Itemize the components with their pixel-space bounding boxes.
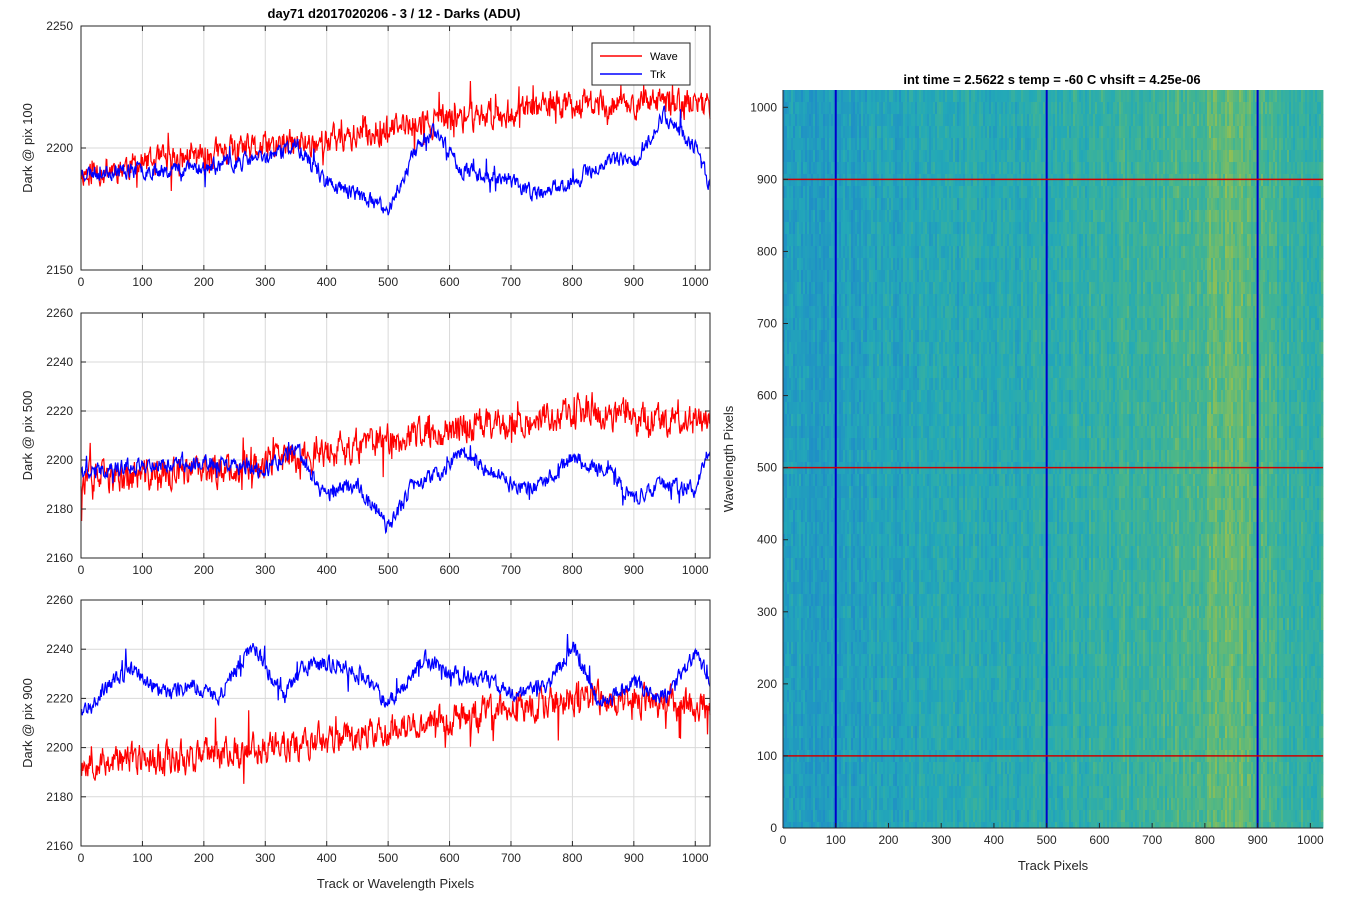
heatmap-title: int time = 2.5622 s temp = -60 C vhsift … — [903, 72, 1200, 87]
y-tick-label: 2200 — [46, 741, 73, 755]
heatmap-cells — [783, 90, 1324, 829]
y-tick-label: 600 — [757, 389, 777, 403]
x-tick-label: 500 — [378, 563, 398, 577]
plot-dark-pix-900: 0 100 200 300 400 500 600 700 800 900 1000 2160 2180… — [20, 593, 711, 891]
series-line-trk — [80, 633, 711, 716]
x-tick-label: 600 — [440, 563, 460, 577]
x-tick-label: 500 — [378, 851, 398, 865]
chart-title-top: day71 d2017020206 - 3 / 12 - Darks (ADU) — [268, 6, 521, 21]
x-tick-label: 900 — [624, 275, 644, 289]
legend-box — [591, 42, 691, 86]
y-tick-label: 500 — [757, 461, 777, 475]
heatmap-darks: 0 100 200 300 400 500 600 700 800 900 1000 0 100 200 3… — [721, 90, 1324, 873]
axes-frame — [80, 312, 711, 559]
y-axis-label: Dark @ pix 500 — [20, 391, 35, 481]
series-line-wave — [80, 678, 711, 784]
y-tick-label: 2160 — [46, 839, 73, 853]
x-tick-label: 400 — [984, 833, 1004, 847]
plot-area — [81, 313, 710, 558]
series-line-wave — [80, 392, 711, 522]
y-tick-label: 2260 — [46, 306, 73, 320]
x-tick-label: 400 — [317, 563, 337, 577]
y-tick-label: 2150 — [46, 263, 73, 277]
legend-entry-wave: Wave — [650, 51, 678, 63]
x-tick-label: 900 — [624, 563, 644, 577]
x-tick-label: 300 — [255, 275, 275, 289]
x-tick-label: 0 — [78, 563, 85, 577]
x-tick-label: 400 — [317, 275, 337, 289]
plot-dark-pix-100: 0 100 200 300 400 500 600 700 800 900 1000 2150 2200… — [20, 19, 711, 289]
y-tick-label: 2160 — [46, 551, 73, 565]
y-tick-label: 2200 — [46, 453, 73, 467]
x-tick-label: 600 — [1089, 833, 1109, 847]
y-tick-label: 2250 — [46, 19, 73, 33]
x-tick-label: 800 — [562, 851, 582, 865]
x-tick-label: 0 — [78, 851, 85, 865]
x-tick-label: 800 — [562, 563, 582, 577]
x-tick-label: 1000 — [1297, 833, 1324, 847]
x-tick-label: 900 — [624, 851, 644, 865]
x-tick-label: 500 — [1037, 833, 1057, 847]
x-tick-label: 1000 — [682, 851, 709, 865]
x-tick-label: 900 — [1248, 833, 1268, 847]
x-tick-label: 1000 — [682, 275, 709, 289]
y-axis-label: Dark @ pix 900 — [20, 678, 35, 768]
y-tick-label: 2260 — [46, 593, 73, 607]
x-tick-label: 700 — [501, 275, 521, 289]
x-tick-label: 600 — [440, 275, 460, 289]
axes-frame — [80, 599, 711, 847]
y-tick-label: 2180 — [46, 502, 73, 516]
y-tick-label: 2220 — [46, 691, 73, 705]
y-tick-label: 2240 — [46, 355, 73, 369]
x-tick-label: 500 — [378, 275, 398, 289]
x-tick-label: 100 — [132, 851, 152, 865]
series-line-trk — [80, 105, 711, 216]
y-tick-label: 0 — [770, 821, 777, 835]
y-tick-label: 200 — [757, 677, 777, 691]
x-tick-label: 100 — [132, 563, 152, 577]
y-axis-label: Dark @ pix 100 — [20, 103, 35, 193]
y-tick-label: 2180 — [46, 790, 73, 804]
y-tick-label: 2240 — [46, 642, 73, 656]
legend: Wave Trk — [591, 42, 691, 86]
legend-entry-trk: Trk — [650, 69, 666, 81]
plot-dark-pix-500: 0 100 200 300 400 500 600 700 800 900 1000 2160 2180… — [20, 306, 711, 577]
x-tick-label: 300 — [255, 563, 275, 577]
x-tick-label: 700 — [501, 563, 521, 577]
x-tick-label: 300 — [255, 851, 275, 865]
x-tick-label: 200 — [878, 833, 898, 847]
x-tick-label: 600 — [440, 851, 460, 865]
y-tick-label: 1000 — [750, 100, 777, 114]
y-tick-label: 2200 — [46, 141, 73, 155]
x-tick-label: 100 — [132, 275, 152, 289]
x-tick-label: 100 — [826, 833, 846, 847]
x-axis-label: Track Pixels — [1018, 858, 1089, 873]
series-line-trk — [80, 441, 711, 535]
x-tick-label: 200 — [194, 275, 214, 289]
y-tick-label: 2220 — [46, 404, 73, 418]
series-line-wave — [81, 80, 711, 192]
x-tick-label: 400 — [317, 851, 337, 865]
y-tick-label: 800 — [757, 244, 777, 258]
x-tick-label: 0 — [780, 833, 787, 847]
x-tick-label: 300 — [931, 833, 951, 847]
y-tick-label: 100 — [757, 749, 777, 763]
x-tick-label: 1000 — [682, 563, 709, 577]
y-tick-label: 300 — [757, 605, 777, 619]
y-tick-label: 400 — [757, 533, 777, 547]
x-axis-label: Track or Wavelength Pixels — [317, 876, 475, 891]
x-tick-label: 800 — [1195, 833, 1215, 847]
y-tick-label: 700 — [757, 317, 777, 331]
x-tick-label: 0 — [78, 275, 85, 289]
x-tick-label: 800 — [562, 275, 582, 289]
x-tick-label: 700 — [1142, 833, 1162, 847]
x-tick-label: 700 — [501, 851, 521, 865]
x-tick-label: 200 — [194, 851, 214, 865]
x-tick-label: 200 — [194, 563, 214, 577]
y-tick-label: 900 — [757, 172, 777, 186]
y-axis-label: Wavelength Pixels — [721, 405, 736, 512]
